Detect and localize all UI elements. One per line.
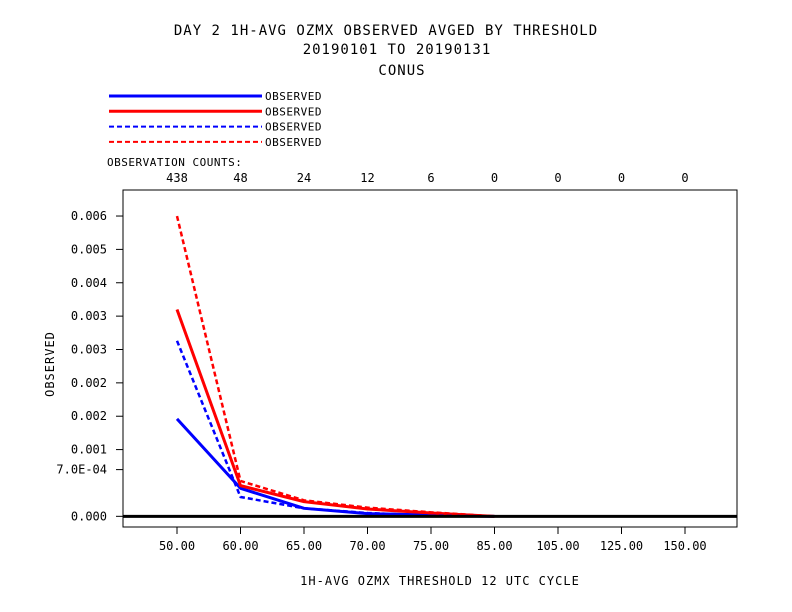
y-tick-label: 0.001: [71, 443, 107, 457]
series-line-4: [175, 215, 495, 518]
series-line-2: [175, 308, 495, 518]
x-tick-label: 105.00: [536, 539, 579, 553]
x-tick-label: 60.00: [222, 539, 258, 553]
x-tick-label: 50.00: [159, 539, 195, 553]
observation-count: 6: [427, 171, 434, 185]
observation-counts-label: OBSERVATION COUNTS:: [107, 156, 242, 169]
observation-count: 12: [360, 171, 374, 185]
x-tick-label: 70.00: [349, 539, 385, 553]
legend-label: OBSERVED: [265, 105, 322, 118]
legend: OBSERVED OBSERVED OBSERVED OBSERVED: [109, 90, 322, 149]
plot-frame: [122, 189, 738, 528]
observation-count: 0: [618, 171, 625, 185]
y-axis: 0.000 7.0E-04 0.001 0.002 0.002 0.003 0.003 0.0…: [56, 209, 123, 523]
chart-region: CONUS: [378, 63, 425, 79]
x-tick-label: 85.00: [476, 539, 512, 553]
y-axis-title: OBSERVED: [43, 331, 57, 397]
y-tick-label: 0.003: [71, 342, 107, 356]
y-tick-label: 0.006: [71, 209, 107, 223]
x-tick-label: 150.00: [663, 539, 706, 553]
y-tick-label: 0.005: [71, 242, 107, 256]
x-tick-label: 65.00: [286, 539, 322, 553]
x-tick-label: 75.00: [413, 539, 449, 553]
x-axis-title: 1H-AVG OZMX THRESHOLD 12 UTC CYCLE: [300, 574, 580, 588]
y-tick-label: 0.002: [71, 376, 107, 390]
chart-date-range: 20190101 TO 20190131: [303, 42, 492, 58]
observation-count: 0: [554, 171, 561, 185]
y-tick-label: 0.003: [71, 309, 107, 323]
y-tick-label: 0.004: [71, 276, 107, 290]
y-tick-label: 0.000: [71, 509, 107, 523]
observation-counts: 438 48 24 12 6 0 0 0 0: [166, 171, 688, 185]
x-tick-label: 125.00: [600, 539, 643, 553]
observation-count: 0: [491, 171, 498, 185]
x-axis: 50.00 60.00 65.00 70.00 75.00 85.00 105.00 125.…: [159, 527, 707, 553]
observation-count: 24: [297, 171, 311, 185]
observation-count: 438: [166, 171, 188, 185]
legend-label: OBSERVED: [265, 136, 322, 149]
legend-label: OBSERVED: [265, 90, 322, 103]
observation-count: 48: [233, 171, 247, 185]
chart-title: DAY 2 1H-AVG OZMX OBSERVED AVGED BY THRE…: [174, 23, 598, 39]
y-tick-label: 0.002: [71, 409, 107, 423]
observation-count: 0: [681, 171, 688, 185]
legend-label: OBSERVED: [265, 121, 322, 134]
y-tick-label: 7.0E-04: [56, 463, 107, 477]
